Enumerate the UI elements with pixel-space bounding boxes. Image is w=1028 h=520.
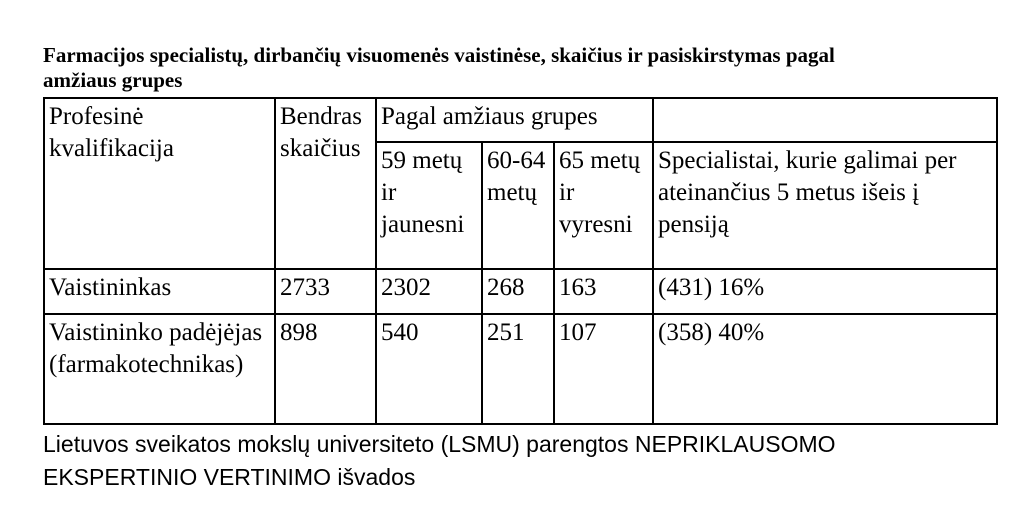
header-qualification: Profesinė kvalifikacija [43, 97, 276, 270]
header-retire-5y: Specialistai, kurie galimai per ateinanč… [652, 141, 998, 270]
cell-total: 898 [274, 313, 377, 425]
cell-age-60-64: 251 [481, 313, 555, 425]
header-age-60-64: 60-64 metų [481, 141, 555, 270]
source-note-line-1: Lietuvos sveikatos mokslų universiteto (… [43, 431, 836, 457]
header-age-59-under: 59 metų ir jaunesni [375, 141, 483, 270]
cell-qualification: Vaistininko padėjėjas (farmakotechnikas) [43, 313, 276, 425]
specialists-table: Profesinė kvalifikacija Bendras skaičius… [43, 97, 998, 425]
header-age-65-over: 65 metų ir vyresni [553, 141, 654, 270]
cell-retire-5y: (431) 16% [652, 268, 998, 315]
cell-total: 2733 [274, 268, 377, 315]
table-row: Vaistininkas 2733 2302 268 163 (431) 16% [43, 268, 998, 315]
cell-age-60-64: 268 [481, 268, 555, 315]
table-header-row: Profesinė kvalifikacija Bendras skaičius… [43, 97, 998, 270]
title-line-1: Farmacijos specialistų, dirbančių visuom… [43, 43, 835, 67]
source-note: Lietuvos sveikatos mokslų universiteto (… [43, 428, 1003, 494]
cell-age-65-over: 107 [553, 313, 654, 425]
header-empty-cell [652, 97, 998, 143]
cell-age-65-over: 163 [553, 268, 654, 315]
source-note-line-2: EKSPERTINIO VERTINIMO išvados [43, 464, 416, 490]
table-row: Vaistininko padėjėjas (farmakotechnikas)… [43, 313, 998, 425]
cell-age-59-under: 2302 [375, 268, 483, 315]
title-line-2: amžiaus grupes [43, 68, 183, 92]
cell-retire-5y: (358) 40% [652, 313, 998, 425]
table-subheader-row: 59 metų ir jaunesni 60-64 metų 65 metų i… [44, 141, 998, 270]
cell-qualification: Vaistininkas [43, 268, 276, 315]
document-title: Farmacijos specialistų, dirbančių visuom… [43, 43, 1003, 93]
header-by-age: Pagal amžiaus grupes [375, 97, 654, 143]
header-total: Bendras skaičius [274, 97, 377, 270]
cell-age-59-under: 540 [375, 313, 483, 425]
